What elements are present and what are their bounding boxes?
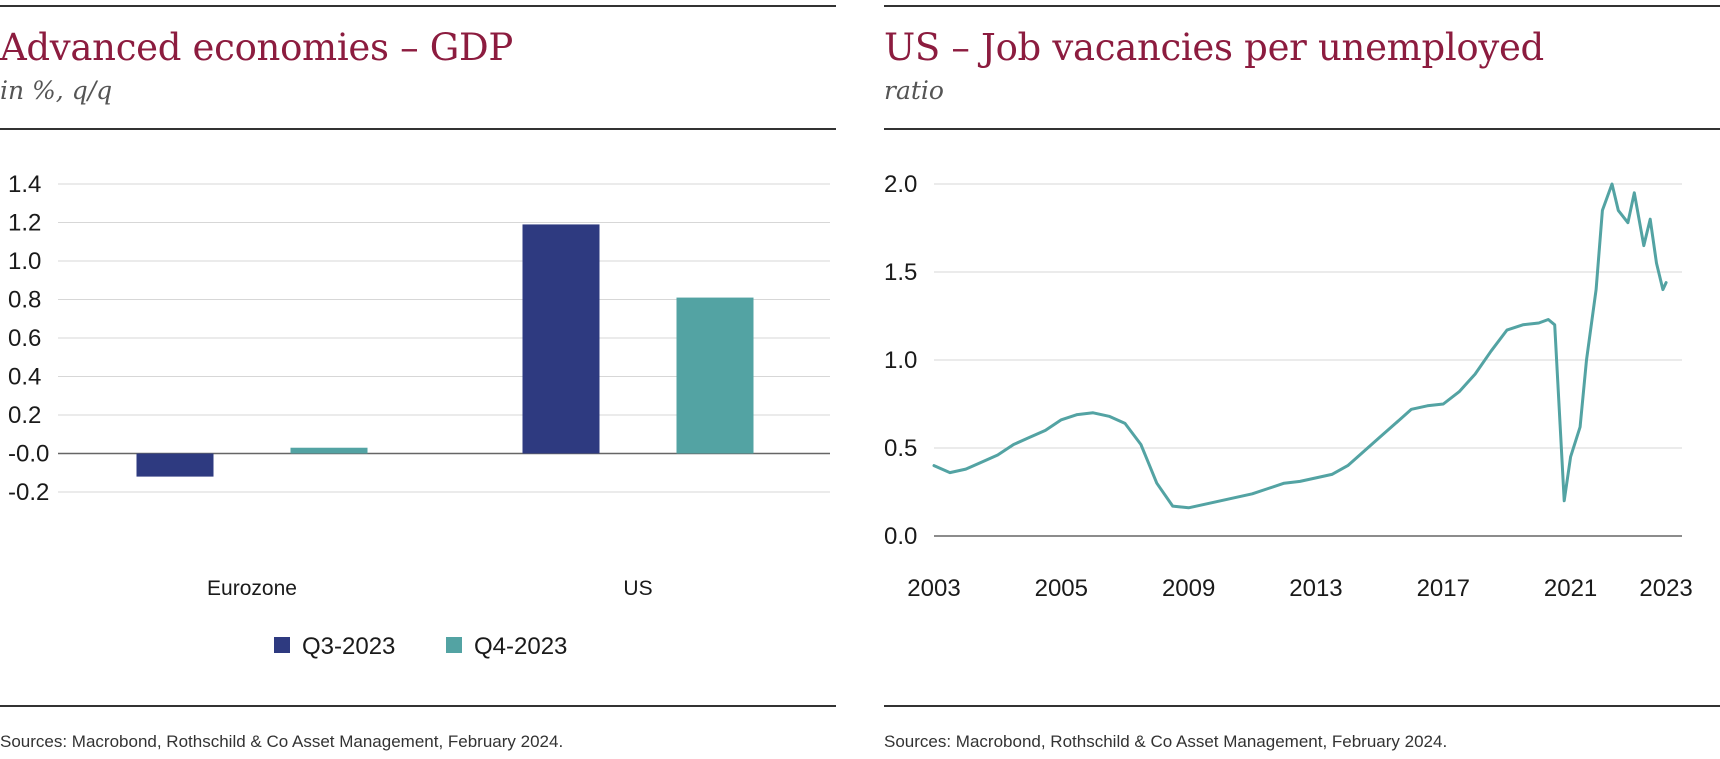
bar bbox=[522, 224, 600, 454]
gdp-chart-panel: Advanced economies – GDP in %, q/q -0.2-… bbox=[0, 0, 836, 759]
y-tick-label: 0.4 bbox=[8, 364, 41, 391]
x-tick-label: 2021 bbox=[1544, 575, 1597, 602]
y-tick-label: 1.0 bbox=[884, 347, 917, 374]
header-rule bbox=[884, 128, 1720, 130]
legend-swatch bbox=[446, 637, 462, 653]
bar bbox=[290, 447, 368, 454]
top-rule bbox=[884, 5, 1720, 7]
y-tick-label: 1.4 bbox=[8, 171, 41, 198]
vacancies-series-line bbox=[932, 182, 1668, 510]
source-note: Sources: Macrobond, Rothschild & Co Asse… bbox=[884, 732, 1448, 751]
y-tick-label: 1.5 bbox=[884, 259, 917, 286]
chart-title: US – Job vacancies per unemployed bbox=[884, 26, 1544, 69]
y-tick-label: 0.6 bbox=[8, 325, 41, 352]
legend-swatch bbox=[274, 637, 290, 653]
y-tick-label: 0.5 bbox=[884, 435, 917, 462]
legend-label: Q3-2023 bbox=[302, 633, 395, 660]
x-tick-label: 2005 bbox=[1035, 575, 1088, 602]
legend-label: Q4-2023 bbox=[474, 633, 567, 660]
bar bbox=[136, 453, 214, 477]
y-tick-label: 0.0 bbox=[884, 523, 917, 550]
y-tick-label: 1.0 bbox=[8, 248, 41, 275]
vacancies-line-chart: 0.0 0.5 1.0 1.5 2.0 2003 2005 2009 2013 2017 2021 2… bbox=[884, 171, 1693, 602]
y-tick-label: -0.2 bbox=[8, 479, 49, 506]
bottom-rule bbox=[0, 705, 836, 707]
x-category-label: Eurozone bbox=[207, 577, 297, 600]
chart-title: Advanced economies – GDP bbox=[0, 26, 514, 69]
y-tick-label: 0.2 bbox=[8, 402, 41, 429]
x-category-label: US bbox=[623, 577, 652, 600]
y-tick-label: 0.8 bbox=[8, 287, 41, 314]
chart-subtitle: in %, q/q bbox=[0, 76, 113, 105]
x-tick-label: 2013 bbox=[1289, 575, 1342, 602]
top-rule bbox=[0, 5, 836, 7]
x-tick-label: 2003 bbox=[907, 575, 960, 602]
header-rule bbox=[0, 128, 836, 130]
x-tick-label: 2009 bbox=[1162, 575, 1215, 602]
vacancies-chart-panel: US – Job vacancies per unemployed ratio … bbox=[884, 0, 1720, 759]
y-tick-label: -0.0 bbox=[8, 441, 49, 468]
x-tick-label: 2023 bbox=[1639, 575, 1692, 602]
y-tick-label: 1.2 bbox=[8, 210, 41, 237]
chart-subtitle: ratio bbox=[884, 76, 944, 105]
source-note: Sources: Macrobond, Rothschild & Co Asse… bbox=[0, 732, 564, 751]
bar bbox=[676, 297, 754, 454]
y-tick-label: 2.0 bbox=[884, 171, 917, 198]
bottom-rule bbox=[884, 705, 1720, 707]
x-tick-label: 2017 bbox=[1417, 575, 1470, 602]
gdp-bar-chart: -0.2 -0.0 0.2 0.4 0.6 0.8 1.0 1.2 1.4 Eurozone US Q… bbox=[8, 171, 830, 660]
